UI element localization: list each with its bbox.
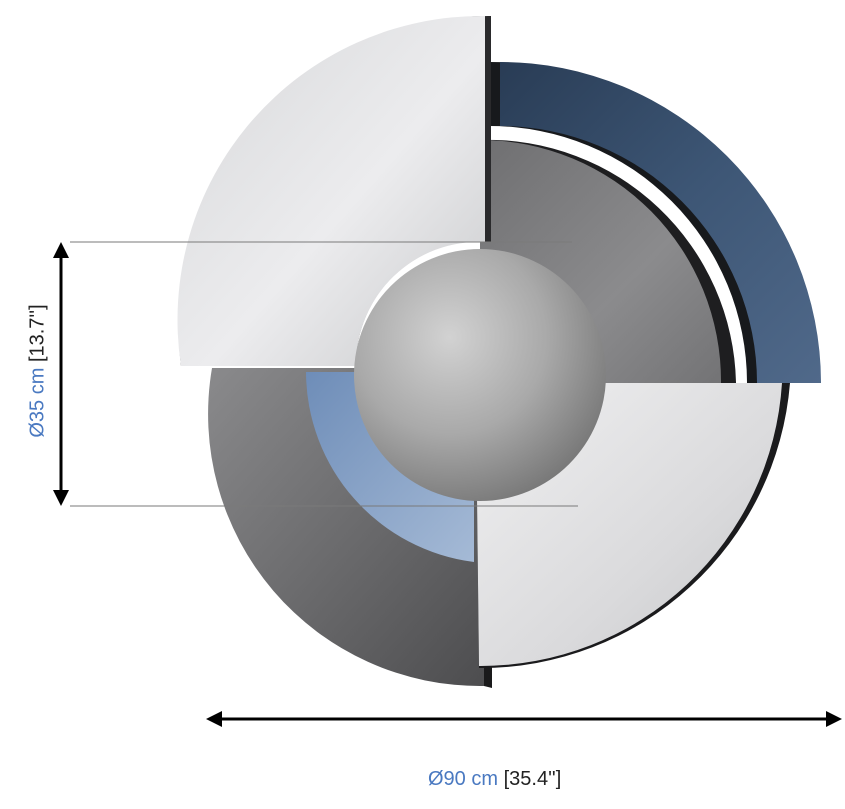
center-sphere [354, 249, 606, 501]
top-right-inner-grey-segment [480, 139, 736, 383]
bottom-left-blue-band [306, 372, 474, 562]
outer-diameter-imperial: [35.4''] [503, 768, 562, 790]
top-right-outer-blue-segment [490, 62, 821, 383]
outer-diameter-arrow [206, 711, 842, 727]
bottom-right-silver-segment [477, 383, 790, 669]
top-left-silver-segment [177, 15, 492, 367]
inner-diameter-imperial: [13.7''] [26, 304, 49, 363]
inner-diameter-arrow [53, 242, 69, 506]
outer-diameter-metric: Ø90 cm [428, 768, 499, 790]
outer-diameter-label: Ø90 cm [35.4''] [428, 768, 561, 791]
inner-diameter-metric: Ø35 cm [26, 367, 49, 438]
inner-diameter-label: Ø35 cm [13.7''] [27, 304, 50, 437]
